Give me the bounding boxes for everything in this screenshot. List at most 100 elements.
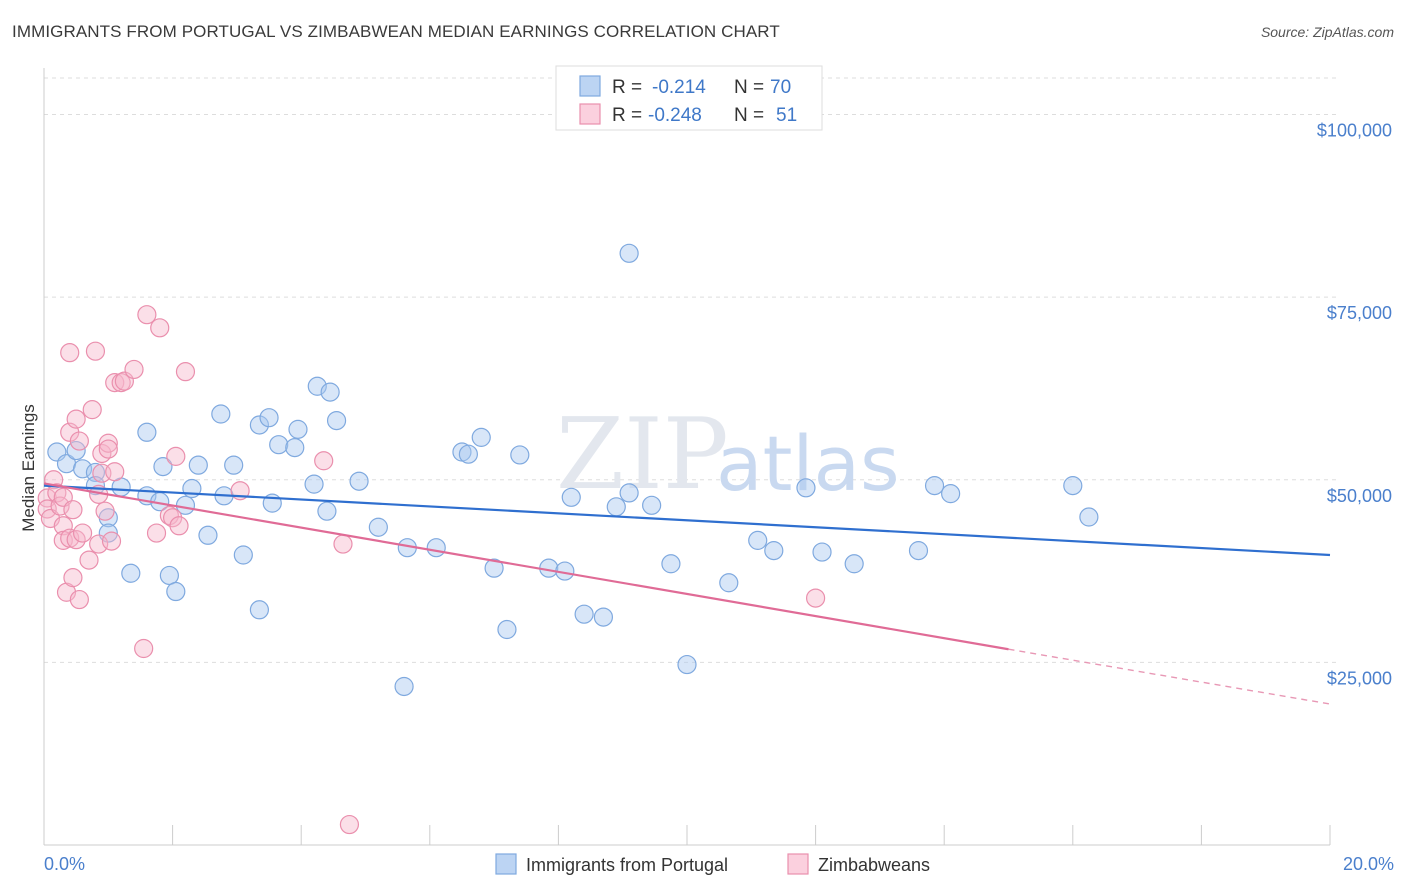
point-portugal <box>198 525 218 545</box>
point-portugal <box>166 581 186 602</box>
point-zimbabwe <box>314 451 334 471</box>
point-portugal <box>233 545 253 565</box>
point-portugal <box>908 541 929 561</box>
point-zimbabwe <box>101 531 122 551</box>
point-portugal <box>677 654 697 675</box>
point-portugal <box>1063 476 1083 496</box>
point-portugal <box>85 462 106 483</box>
point-zimbabwe <box>63 500 83 520</box>
point-portugal <box>285 438 305 458</box>
point-portugal <box>426 538 446 558</box>
watermark-atlas: atlas <box>716 419 900 508</box>
point-zimbabwe <box>166 446 186 466</box>
y-tick-label: $75,000 <box>1327 303 1392 323</box>
point-portugal <box>844 554 864 574</box>
legend-swatch-portugal <box>579 75 601 97</box>
point-portugal <box>1079 507 1099 527</box>
legend-r-value: -0.214 <box>652 77 706 98</box>
point-zimbabwe <box>69 589 89 610</box>
point-portugal <box>224 455 244 475</box>
point-zimbabwe <box>98 433 118 453</box>
point-zimbabwe <box>105 373 125 393</box>
point-portugal <box>458 444 478 464</box>
point-zimbabwe <box>333 534 353 554</box>
point-portugal <box>269 435 289 455</box>
trend-line-zimbabwe <box>43 482 1009 651</box>
bottom-legend-swatch-zimbabwe <box>787 853 809 875</box>
point-zimbabwe <box>95 501 115 521</box>
point-zimbabwe <box>150 318 170 338</box>
bottom-legend-label-portugal: Immigrants from Portugal <box>526 855 728 875</box>
point-portugal <box>619 243 639 263</box>
point-portugal <box>326 410 347 431</box>
point-zimbabwe <box>339 814 360 835</box>
y-axis-title: Median Earnings <box>19 404 38 532</box>
point-portugal <box>796 478 816 498</box>
point-portugal <box>121 563 141 583</box>
x-tick-label: 0.0% <box>44 854 85 874</box>
point-portugal <box>561 487 581 507</box>
x-tick-labels: 0.0% 20.0% <box>44 854 1394 874</box>
point-portugal <box>619 483 639 503</box>
point-portugal <box>249 415 270 435</box>
watermark-zip: ZIP <box>556 398 729 512</box>
legend-r-label: R = <box>612 77 642 98</box>
point-portugal <box>719 573 739 593</box>
point-zimbabwe <box>105 462 125 482</box>
point-zimbabwe <box>53 516 73 536</box>
legend-n-label: N = <box>734 77 764 98</box>
y-tick-label: $25,000 <box>1327 668 1392 688</box>
point-portugal <box>259 408 279 428</box>
point-portugal <box>593 607 614 627</box>
point-portugal <box>288 419 308 439</box>
grid-lines <box>44 77 1336 663</box>
point-portugal <box>941 484 961 504</box>
point-portugal <box>764 541 784 561</box>
point-portugal <box>574 604 594 624</box>
point-portugal <box>471 427 491 447</box>
point-portugal <box>137 422 157 442</box>
point-portugal <box>510 445 530 465</box>
point-portugal <box>317 501 337 521</box>
trend-line-zimbabwe-extrapolated <box>1008 648 1331 705</box>
point-portugal <box>642 495 662 515</box>
point-portugal <box>304 474 324 494</box>
trend-lines <box>43 482 1331 705</box>
watermark: ZIP atlas <box>556 398 900 512</box>
x-tick-label: 20.0% <box>1343 854 1394 874</box>
point-zimbabwe <box>85 341 106 361</box>
point-portugal <box>484 558 504 578</box>
legend-r-value: -0.248 <box>648 105 702 126</box>
point-zimbabwe <box>98 439 118 459</box>
legend-n-label: N = <box>734 105 764 126</box>
point-portugal <box>394 676 414 697</box>
point-zimbabwe <box>60 343 80 363</box>
point-portugal <box>249 600 270 620</box>
point-zimbabwe <box>111 373 131 393</box>
point-zimbabwe <box>79 550 99 570</box>
bottom-legend-swatch-portugal <box>495 853 517 875</box>
series-portugal-points <box>47 243 1099 697</box>
legend-swatch-zimbabwe <box>579 103 601 125</box>
point-zimbabwe <box>82 400 102 420</box>
point-portugal <box>72 459 93 479</box>
point-portugal <box>320 382 340 402</box>
legend-n-value: 70 <box>770 77 791 98</box>
point-zimbabwe <box>175 362 196 382</box>
point-portugal <box>368 517 388 537</box>
point-zimbabwe <box>805 588 826 608</box>
series-zimbabwe-points <box>37 305 826 835</box>
point-portugal <box>153 457 173 477</box>
point-zimbabwe <box>159 505 179 526</box>
point-zimbabwe <box>69 431 89 451</box>
legend-box: R = -0.214 N = 70 R = -0.248 N = 51 <box>555 65 823 131</box>
point-portugal <box>497 619 517 640</box>
point-portugal <box>661 554 681 574</box>
point-zimbabwe <box>146 523 167 543</box>
point-zimbabwe <box>63 568 83 588</box>
y-tick-label: $100,000 <box>1317 121 1392 141</box>
chart-title: IMMIGRANTS FROM PORTUGAL VS ZIMBABWEAN M… <box>12 22 780 41</box>
point-portugal <box>812 542 832 562</box>
point-portugal <box>188 455 208 475</box>
